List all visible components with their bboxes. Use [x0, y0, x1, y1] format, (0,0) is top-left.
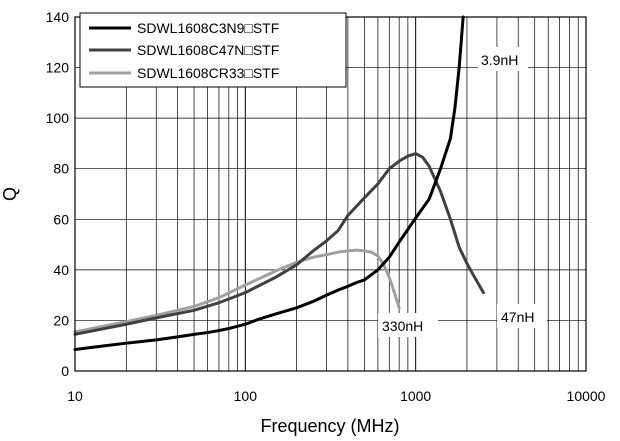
annotation-3-9nh-box [478, 47, 528, 71]
annotation-330nh-box [378, 313, 438, 337]
series-line-1 [73, 15, 465, 352]
series-line-3 [73, 248, 401, 334]
annotation-47nh-label: 47nH [501, 309, 534, 325]
x-tick-label: 10 [67, 388, 83, 404]
legend-label-1: SDWL1608C3N9□STF [137, 20, 279, 36]
annotation-47nh-box [497, 304, 547, 328]
legend-label-2: SDWL1608C47N□STF [137, 42, 279, 58]
x-tick-label: 100 [234, 388, 258, 404]
y-tick-label: 80 [53, 161, 69, 177]
tick-labels: 0 20 40 60 80 100 120 140 10 100 1000 10000 [46, 9, 606, 404]
series-line-2 [73, 152, 485, 336]
y-axis-title: Q [0, 187, 20, 201]
legend-label-3: SDWL1608CR33□STF [137, 65, 279, 81]
annotation-47nh: 47nH [497, 304, 547, 328]
legend: SDWL1608C3N9□STF SDWL1608C47N□STF SDWL16… [79, 12, 347, 88]
y-tick-label: 120 [46, 60, 70, 76]
y-tick-label: 0 [61, 363, 69, 379]
x-axis-title: Frequency (MHz) [260, 416, 399, 436]
annotation-3-9nh-label: 3.9nH [481, 52, 518, 68]
series-lines [73, 15, 485, 352]
y-tick-label: 140 [46, 9, 70, 25]
y-tick-label: 60 [53, 211, 69, 227]
annotation-330nh: 330nH [378, 313, 438, 337]
y-tick-label: 20 [53, 312, 69, 328]
annotation-330nh-label: 330nH [382, 318, 423, 334]
annotation-3-9nh: 3.9nH [478, 47, 528, 71]
y-tick-label: 100 [46, 110, 70, 126]
y-tick-label: 40 [53, 262, 69, 278]
x-tick-label: 1000 [400, 388, 431, 404]
x-tick-label: 10000 [567, 388, 606, 404]
